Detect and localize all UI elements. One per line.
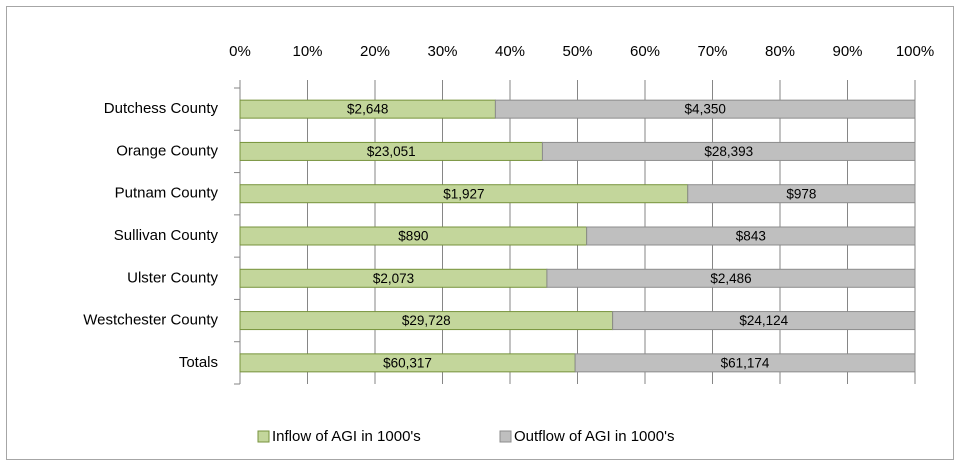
y-tick-label: Totals [179, 354, 218, 371]
value-label: $978 [786, 186, 816, 201]
value-label: $23,051 [367, 144, 416, 159]
y-tick-label: Dutchess County [104, 100, 219, 117]
legend-swatch [257, 430, 270, 443]
x-tick-label: 50% [562, 43, 592, 60]
value-label: $2,073 [373, 271, 414, 286]
y-tick-label: Ulster County [127, 269, 218, 286]
value-label: $29,728 [402, 313, 451, 328]
legend-label: Outflow of AGI in 1000's [514, 428, 674, 445]
value-label: $2,648 [347, 102, 388, 117]
y-tick-label: Sullivan County [114, 227, 219, 244]
x-tick-label: 30% [427, 43, 457, 60]
value-label: $60,317 [383, 355, 432, 370]
bar-segment [494, 99, 916, 119]
legend-label: Inflow of AGI in 1000's [272, 428, 421, 445]
bar-segment [574, 353, 916, 373]
x-tick-label: 10% [292, 43, 322, 60]
bar-segment [541, 141, 916, 161]
value-label: $28,393 [704, 144, 753, 159]
value-label: $1,927 [443, 186, 484, 201]
y-tick-label: Westchester County [83, 312, 218, 329]
value-label: $2,486 [710, 271, 751, 286]
x-tick-label: 90% [832, 43, 862, 60]
y-tick-label: Orange County [116, 142, 218, 159]
value-label: $843 [736, 229, 766, 244]
bar-segment [586, 226, 916, 246]
value-label: $890 [398, 229, 428, 244]
value-label: $4,350 [685, 102, 726, 117]
x-tick-label: 80% [765, 43, 795, 60]
bar-segment [687, 184, 916, 204]
x-tick-label: 60% [630, 43, 660, 60]
x-tick-label: 0% [229, 43, 251, 60]
legend-swatch [499, 430, 512, 443]
x-tick-label: 20% [360, 43, 390, 60]
value-label: $24,124 [739, 313, 788, 328]
y-tick-label: Putnam County [115, 185, 219, 202]
x-tick-label: 70% [697, 43, 727, 60]
value-label: $61,174 [721, 355, 770, 370]
x-tick-label: 40% [495, 43, 525, 60]
x-tick-label: 100% [896, 43, 934, 60]
bar-segment [546, 268, 916, 288]
bar-segment [612, 311, 916, 331]
